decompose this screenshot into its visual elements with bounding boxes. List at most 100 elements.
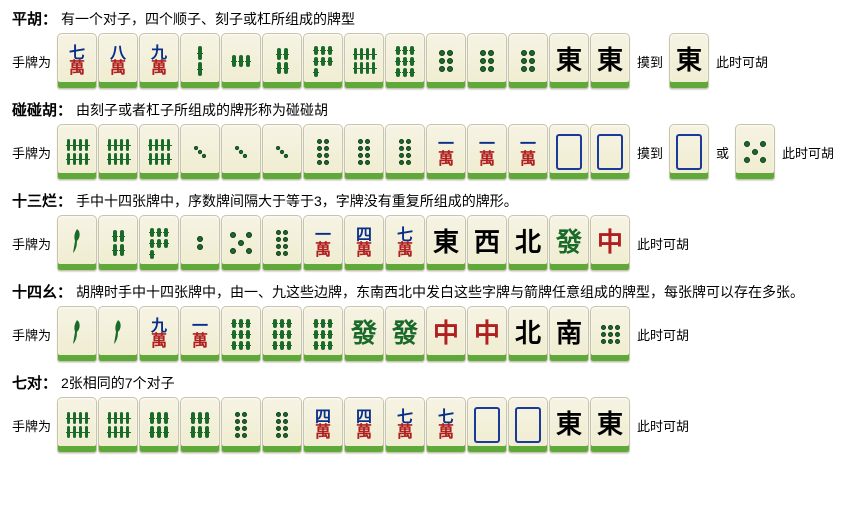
mahjong-tile-8t [221,397,261,453]
mahjong-tile-3t [221,124,261,180]
mahjong-tile-S: 南 [549,306,589,362]
mahjong-tile-6b [139,397,179,453]
mahjong-tile-5t [221,215,261,271]
mahjong-tile-8b [57,124,97,180]
mahjong-tile-1w: 一萬 [508,124,548,180]
rule-pinghu: 平胡：有一个对子，四个顺子、刻子或杠所组成的牌型手牌为七萬八萬九萬東東摸到東此时… [12,8,848,89]
draw-label: 摸到 [637,143,663,162]
mahjong-tile-1b [57,215,97,271]
hand-tiles: 四萬四萬七萬七萬東東 [57,397,631,453]
rule-desc: 2张相同的7个对子 [61,375,175,391]
mahjong-tile-1b [98,306,138,362]
mahjong-tile-E: 東 [426,215,466,271]
mahjong-tile-N: 北 [508,306,548,362]
mahjong-tile-4w: 四萬 [344,215,384,271]
or-label: 或 [716,143,729,162]
mahjong-tile-8w: 八萬 [98,33,138,89]
mahjong-tile-4w: 四萬 [303,397,343,453]
mahjong-tile-7w: 七萬 [57,33,97,89]
mahjong-tile-9w: 九萬 [139,33,179,89]
draw-tile [669,124,710,180]
winnable-label: 此时可胡 [716,52,768,71]
hand-label: 手牌为 [12,325,51,344]
rule-desc: 手中十四张牌中，序数牌间隔大于等于3，字牌没有重复所组成的牌形。 [76,193,518,209]
mahjong-tile-7w: 七萬 [385,397,425,453]
rule-header: 平胡：有一个对子，四个顺子、刻子或杠所组成的牌型 [12,8,848,29]
mahjong-tile-3b [221,33,261,89]
mahjong-tile-Z: 中 [590,215,630,271]
mahjong-tile-E: 東 [590,397,630,453]
mahjong-tile-F: 發 [344,306,384,362]
rule-title: 平胡： [12,11,57,28]
hand-label: 手牌为 [12,234,51,253]
rule-pengpenghu: 碰碰胡：由刻子或者杠子所组成的牌形称为碰碰胡手牌为一萬一萬一萬摸到或此时可胡 [12,99,848,180]
draw-tile [735,124,776,180]
mahjong-tile-3t [180,124,220,180]
mahjong-tile-9b [221,306,261,362]
mahjong-tile-8b [139,124,179,180]
rule-desc: 有一个对子，四个顺子、刻子或杠所组成的牌型 [61,11,355,27]
mahjong-tile-5t [735,124,775,180]
hand-label: 手牌为 [12,416,51,435]
hand-label: 手牌为 [12,143,51,162]
mahjong-tile-9b [303,306,343,362]
hand-tiles: 一萬四萬七萬東西北發中 [57,215,631,271]
mahjong-tile-E: 東 [549,33,589,89]
mahjong-tile-9b [385,33,425,89]
rule-title: 十三烂： [12,193,72,210]
mahjong-tile-4b [98,215,138,271]
mahjong-tile-8t [385,124,425,180]
mahjong-tile-B [590,124,630,180]
mahjong-tile-E: 東 [549,397,589,453]
mahjong-tile-B [467,397,507,453]
mahjong-tile-4b [262,33,302,89]
mahjong-tile-6b [180,397,220,453]
mahjong-tile-8t [262,215,302,271]
rule-shisanlan: 十三烂：手中十四张牌中，序数牌间隔大于等于3，字牌没有重复所组成的牌形。手牌为一… [12,190,848,271]
rule-shisiyao: 十四幺：胡牌时手中十四张牌中，由一、九这些边牌，东南西北中发白这些字牌与箭牌任意… [12,281,848,362]
rule-title: 碰碰胡： [12,102,72,119]
mahjong-tile-B [669,124,709,180]
mahjong-tile-1b [57,306,97,362]
mahjong-tile-4w: 四萬 [344,397,384,453]
winnable-label: 此时可胡 [782,143,834,162]
mahjong-tile-W: 西 [467,215,507,271]
hand-tiles: 一萬一萬一萬 [57,124,631,180]
mahjong-tile-Z: 中 [467,306,507,362]
hand-label: 手牌为 [12,52,51,71]
mahjong-tile-6t [467,33,507,89]
rule-desc: 由刻子或者杠子所组成的牌形称为碰碰胡 [76,102,328,118]
mahjong-tile-E: 東 [590,33,630,89]
mahjong-tile-1w: 一萬 [467,124,507,180]
rule-qidui: 七对：2张相同的7个对子手牌为四萬四萬七萬七萬東東此时可胡 [12,372,848,453]
hand-row: 手牌为九萬一萬發發中中北南此时可胡 [12,306,848,362]
mahjong-tile-6t [426,33,466,89]
rule-header: 十四幺：胡牌时手中十四张牌中，由一、九这些边牌，东南西北中发白这些字牌与箭牌任意… [12,281,848,302]
mahjong-tile-8t [303,124,343,180]
hand-row: 手牌为一萬四萬七萬東西北發中此时可胡 [12,215,848,271]
mahjong-tile-F: 發 [549,215,589,271]
mahjong-tile-8b [57,397,97,453]
mahjong-tile-2t [180,215,220,271]
mahjong-tile-8b [344,33,384,89]
hand-row: 手牌为七萬八萬九萬東東摸到東此时可胡 [12,33,848,89]
winnable-label: 此时可胡 [637,234,689,253]
mahjong-tile-9w: 九萬 [139,306,179,362]
mahjong-tile-1w: 一萬 [303,215,343,271]
mahjong-tile-7b [303,33,343,89]
mahjong-tile-N: 北 [508,215,548,271]
mahjong-tile-F: 發 [385,306,425,362]
mahjong-tile-2b [180,33,220,89]
mahjong-tile-B [508,397,548,453]
hand-tiles: 七萬八萬九萬 東東 [57,33,631,89]
winnable-label: 此时可胡 [637,325,689,344]
mahjong-tile-9t [590,306,630,362]
hand-row: 手牌为一萬一萬一萬摸到或此时可胡 [12,124,848,180]
mahjong-tile-7b [139,215,179,271]
mahjong-tile-B [549,124,589,180]
rule-title: 七对： [12,375,57,392]
mahjong-tile-7w: 七萬 [385,215,425,271]
mahjong-tile-9b [262,306,302,362]
rule-header: 七对：2张相同的7个对子 [12,372,848,393]
mahjong-tile-1w: 一萬 [426,124,466,180]
